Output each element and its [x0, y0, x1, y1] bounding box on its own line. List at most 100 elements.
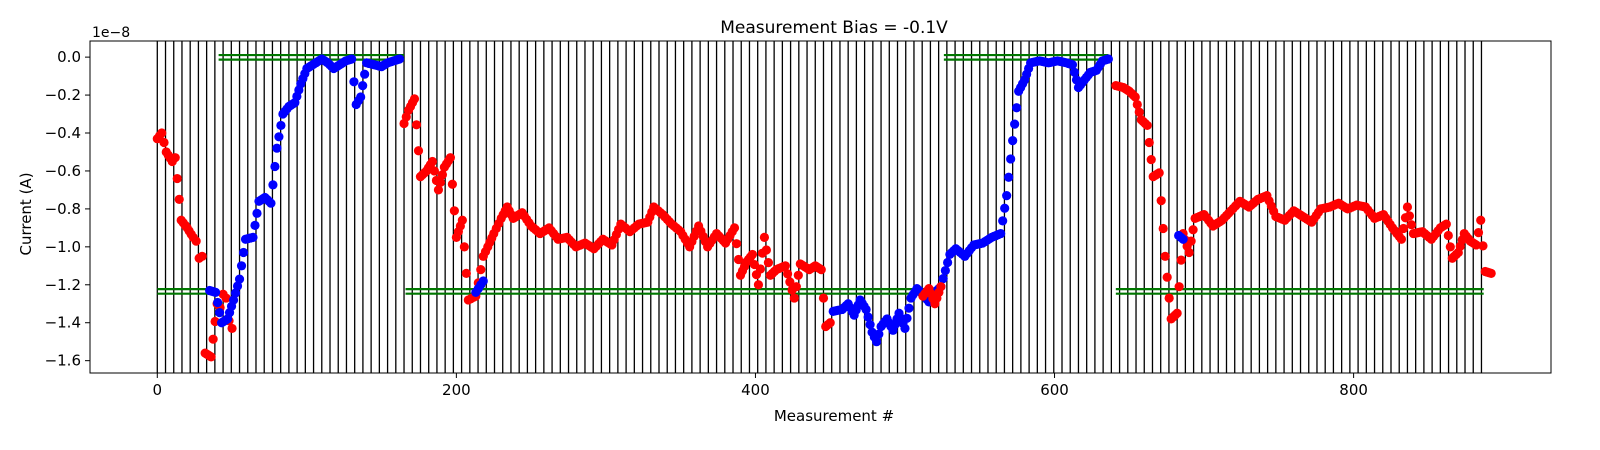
data-point [191, 236, 201, 246]
data-point [785, 277, 795, 287]
data-point [998, 216, 1008, 226]
data-point [863, 312, 873, 322]
data-point [755, 264, 766, 274]
data-point [761, 245, 772, 255]
data-point [427, 156, 438, 167]
y-tick-label: −1.4 [45, 314, 81, 332]
data-point [1471, 240, 1481, 250]
data-point [356, 92, 366, 102]
x-axis-label: Measurement # [774, 407, 894, 425]
data-point [1445, 242, 1455, 252]
data-point [729, 223, 740, 233]
data-point [938, 274, 948, 284]
data-point [818, 293, 829, 303]
data-point [763, 258, 774, 268]
data-point [211, 287, 221, 297]
data-point [478, 276, 488, 286]
data-point [871, 337, 882, 347]
data-point [228, 295, 239, 305]
x-tick-label: 400 [741, 381, 770, 399]
data-point [1006, 154, 1016, 164]
data-point [1406, 220, 1417, 230]
data-point [232, 281, 243, 291]
data-point [252, 208, 262, 218]
data-point [1164, 293, 1174, 303]
data-point [904, 303, 914, 313]
data-point [753, 280, 764, 290]
y-axis-label: Current (A) [17, 172, 35, 255]
data-point [825, 318, 835, 328]
data-point [1010, 119, 1020, 129]
y-tick-label: −0.8 [45, 200, 81, 218]
data-point [234, 274, 245, 284]
data-point [215, 308, 225, 318]
data-point [349, 77, 359, 87]
data-point [940, 265, 950, 276]
data-point [213, 297, 223, 308]
data-point [1178, 234, 1188, 244]
data-point [1134, 107, 1144, 117]
data-point [1160, 251, 1170, 261]
data-point [861, 304, 871, 315]
data-point [230, 288, 241, 298]
data-point [433, 185, 444, 195]
data-point [1146, 154, 1156, 165]
data-point [409, 94, 420, 104]
data-point [1144, 137, 1154, 148]
data-point [170, 153, 180, 163]
data-point [461, 268, 471, 278]
data-point [236, 261, 247, 271]
data-point [943, 257, 953, 268]
x-axis-ticks: 0 200 400 600 800 [153, 373, 1368, 399]
data-point [476, 265, 486, 275]
data-point [733, 254, 744, 265]
data-point [1186, 236, 1196, 246]
data-point [1176, 255, 1186, 265]
data-point [206, 352, 216, 362]
data-point [1396, 234, 1407, 244]
data-point [197, 251, 207, 261]
data-point [1142, 120, 1152, 131]
data-point [747, 249, 758, 260]
data-point [1476, 215, 1486, 225]
y-tick-label: 0.0 [57, 48, 81, 66]
data-point [1069, 67, 1080, 77]
data-point [174, 194, 184, 205]
data-point [793, 270, 803, 280]
data-point [996, 228, 1006, 239]
y-tick-label: −0.6 [45, 162, 81, 180]
data-point [874, 329, 884, 339]
data-point [360, 69, 370, 79]
data-point [1156, 196, 1166, 206]
data-point [731, 239, 742, 249]
x-tick-label: 800 [1339, 381, 1368, 399]
chart-title: Measurement Bias = -0.1V [720, 18, 948, 38]
x-tick-label: 200 [442, 381, 471, 399]
data-point [394, 54, 405, 64]
data-point [865, 320, 875, 330]
data-point [276, 120, 286, 131]
data-point [1067, 60, 1078, 70]
data-point [936, 282, 946, 292]
data-point [429, 166, 440, 176]
data-point [457, 215, 467, 225]
y-tick-label: −1.0 [45, 238, 81, 256]
plot-layer [152, 41, 1496, 373]
data-point [1154, 168, 1164, 178]
data-point [411, 120, 422, 130]
data-point [780, 261, 790, 271]
data-point [159, 137, 169, 148]
data-point [437, 170, 448, 180]
data-point [445, 153, 455, 163]
data-point [270, 161, 280, 172]
data-point [447, 179, 457, 189]
green-reference-lines [157, 53, 1484, 295]
data-point [1004, 172, 1014, 182]
data-point [1132, 99, 1142, 110]
vertical-lines [156, 41, 1483, 373]
y-axis-ticks: 0.0 −0.2 −0.4 −0.6 −0.8 −1.0 −1.2 −1.4 −1.6 [45, 48, 90, 370]
data-point [449, 206, 459, 216]
data-point [1486, 268, 1496, 278]
data-point [266, 198, 276, 208]
y-tick-label: −0.4 [45, 124, 81, 142]
